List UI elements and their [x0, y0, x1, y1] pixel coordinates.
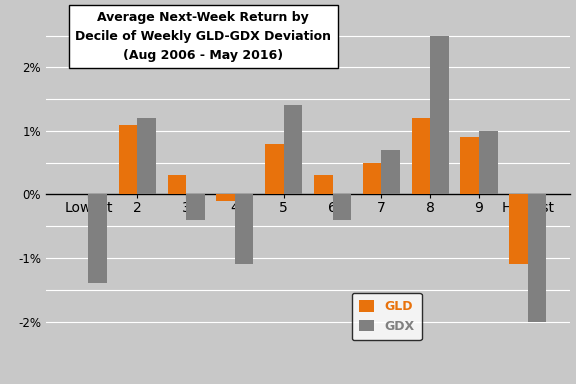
Bar	[381, 150, 400, 194]
Bar	[137, 118, 156, 194]
Bar	[528, 194, 547, 321]
Bar	[168, 175, 186, 194]
Bar	[460, 137, 479, 194]
Text: Average Next-Week Return by
Decile of Weekly GLD-GDX Deviation
(Aug 2006 - May 2: Average Next-Week Return by Decile of We…	[75, 11, 331, 62]
Bar	[265, 144, 284, 194]
Bar	[119, 124, 137, 194]
Bar	[509, 194, 528, 264]
Legend: GLD, GDX: GLD, GDX	[352, 293, 422, 340]
Bar	[479, 131, 498, 194]
Bar	[332, 194, 351, 220]
Bar	[235, 194, 253, 264]
Bar	[284, 106, 302, 194]
Bar	[363, 163, 381, 194]
Bar	[89, 194, 107, 283]
Bar	[412, 118, 430, 194]
Bar	[217, 194, 235, 201]
Bar	[314, 175, 332, 194]
Bar	[186, 194, 204, 220]
Bar	[430, 36, 449, 194]
